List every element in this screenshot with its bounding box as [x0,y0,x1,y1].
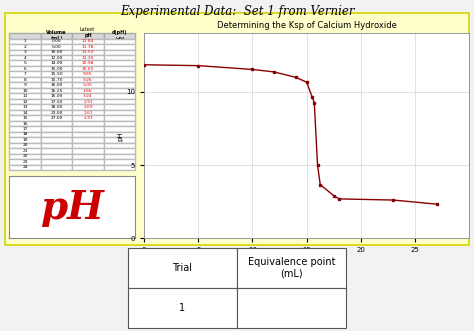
X-axis label: Volume (mL): Volume (mL) [284,256,329,262]
Text: Latest: Latest [80,27,95,32]
Text: pH: pH [40,189,104,227]
Text: Experimental Data:  Set 1 from Vernier: Experimental Data: Set 1 from Vernier [120,5,354,18]
Title: Determining the Ksp of Calcium Hydroxide: Determining the Ksp of Calcium Hydroxide [217,21,397,29]
Y-axis label: pH: pH [117,131,123,141]
